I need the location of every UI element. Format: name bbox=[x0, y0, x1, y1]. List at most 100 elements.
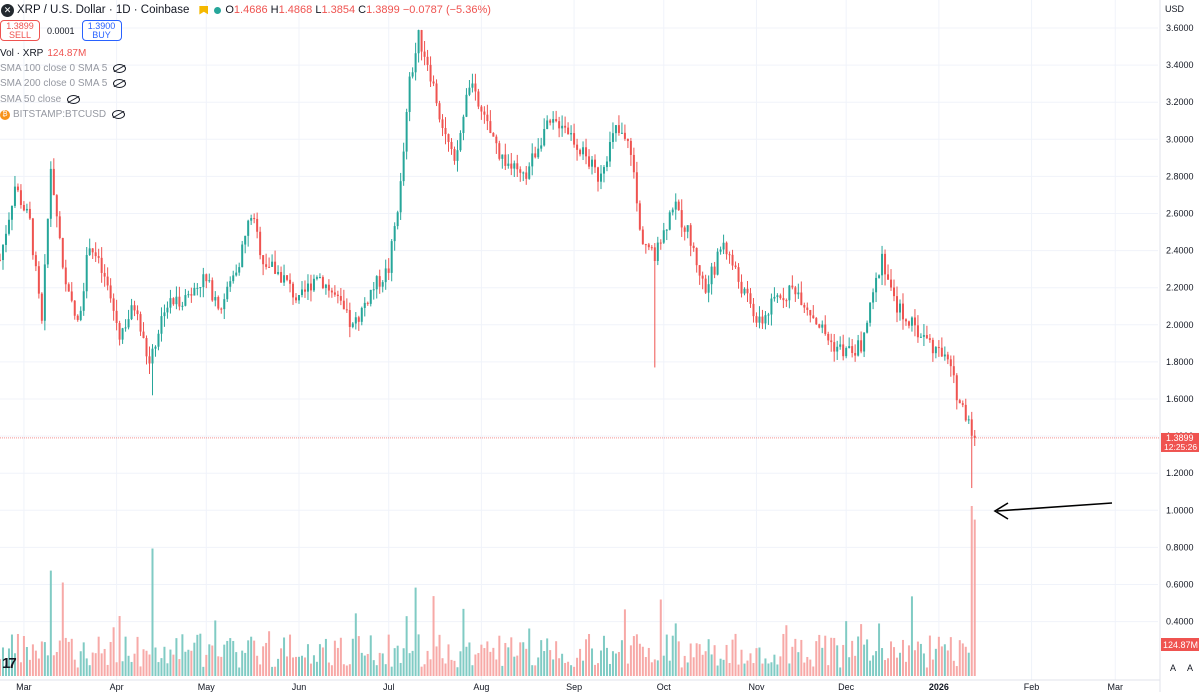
candle-body bbox=[456, 150, 459, 161]
volume-bar bbox=[755, 648, 758, 676]
volume-bar bbox=[31, 644, 34, 676]
volume-bar bbox=[791, 646, 794, 676]
y-tick-label: 3.0000 bbox=[1166, 134, 1194, 144]
candle-body bbox=[743, 288, 746, 294]
candle-body bbox=[641, 229, 644, 245]
volume-bar bbox=[217, 656, 220, 676]
hidden-eye-icon[interactable] bbox=[113, 79, 127, 88]
volume-bar bbox=[229, 638, 232, 676]
candle-body bbox=[671, 209, 674, 213]
volume-bar bbox=[934, 648, 937, 676]
auto-scale-button[interactable]: A bbox=[1170, 663, 1177, 673]
volume-bar bbox=[40, 641, 43, 676]
candle-body bbox=[447, 134, 450, 142]
volume-bar bbox=[537, 657, 540, 676]
candle-body bbox=[647, 244, 650, 248]
x-tick-label: Dec bbox=[838, 682, 855, 692]
candle-body bbox=[567, 127, 570, 135]
symbol-title[interactable]: XRP / U.S. Dollar · 1D · Coinbase bbox=[17, 4, 190, 16]
market-open-dot-icon bbox=[214, 6, 222, 14]
candle-body bbox=[588, 156, 591, 167]
candle-body bbox=[617, 125, 620, 133]
volume-bar bbox=[381, 653, 384, 676]
volume-bar bbox=[232, 640, 235, 676]
volume-bar bbox=[405, 616, 408, 676]
volume-bar bbox=[597, 663, 599, 676]
sma100-indicator[interactable]: SMA 100 close 0 SMA 5 bbox=[0, 63, 127, 74]
log-scale-button[interactable]: A bbox=[1187, 663, 1194, 673]
volume-bar bbox=[136, 636, 139, 676]
candle-body bbox=[749, 293, 752, 304]
volume-bar bbox=[629, 645, 632, 676]
volume-bar bbox=[701, 654, 704, 676]
volume-bar bbox=[898, 652, 901, 676]
volume-bar bbox=[839, 667, 842, 676]
volume-bar bbox=[698, 644, 701, 676]
candle-body bbox=[797, 292, 800, 295]
candle-body bbox=[52, 168, 55, 196]
volume-bar bbox=[169, 649, 172, 676]
candle-body bbox=[163, 312, 166, 317]
candle-body bbox=[845, 348, 848, 357]
volume-bar bbox=[16, 633, 19, 676]
candle-body bbox=[223, 299, 226, 310]
volume-bar bbox=[558, 658, 561, 676]
volume-bar bbox=[235, 652, 238, 676]
candle-body bbox=[626, 138, 629, 141]
candle-body bbox=[217, 297, 220, 309]
candle-body bbox=[1, 244, 4, 261]
candle-body bbox=[405, 111, 408, 152]
candle-body bbox=[214, 297, 217, 301]
candle-body bbox=[537, 148, 540, 158]
volume-bar bbox=[399, 662, 402, 676]
volume-bar bbox=[480, 644, 483, 676]
candle-body bbox=[37, 266, 40, 294]
sma50-indicator[interactable]: SMA 50 close bbox=[0, 94, 81, 105]
candle-body bbox=[303, 289, 306, 292]
candle-body bbox=[522, 172, 525, 174]
volume-bar bbox=[106, 664, 109, 676]
hidden-eye-icon[interactable] bbox=[112, 110, 126, 119]
flag-icon[interactable] bbox=[199, 5, 209, 15]
low-value: 1.3854 bbox=[321, 4, 356, 16]
candle-body bbox=[516, 163, 519, 170]
volume-bar bbox=[166, 663, 169, 676]
y-tick-label: 3.6000 bbox=[1166, 23, 1194, 33]
currency-label[interactable]: USD bbox=[1165, 4, 1185, 14]
candle-body bbox=[599, 173, 602, 182]
candle-body bbox=[579, 149, 582, 155]
volume-bar bbox=[295, 656, 298, 676]
buy-button[interactable]: 1.3900 BUY bbox=[81, 20, 122, 41]
volume-value-label: 124.87M bbox=[1163, 640, 1198, 650]
candle-body bbox=[97, 256, 100, 258]
volume-bar bbox=[623, 609, 626, 676]
sell-button[interactable]: 1.3899 SELL bbox=[0, 20, 40, 41]
volume-bar bbox=[851, 640, 854, 676]
volume-bar bbox=[250, 636, 253, 676]
candle-body bbox=[70, 291, 73, 301]
y-tick-label: 2.0000 bbox=[1166, 320, 1194, 330]
volume-bar bbox=[695, 643, 698, 676]
volume-bar bbox=[0, 659, 1, 676]
hidden-eye-icon[interactable] bbox=[113, 64, 127, 73]
hidden-eye-icon[interactable] bbox=[67, 95, 81, 104]
volume-bar bbox=[635, 634, 638, 676]
volume-bar bbox=[833, 637, 836, 676]
tradingview-logo-icon[interactable]: 17 bbox=[2, 655, 17, 672]
volume-bar bbox=[543, 651, 546, 676]
candle-body bbox=[955, 375, 958, 401]
compare-symbol-indicator[interactable]: ₿ BITSTAMP:BTCUSD bbox=[0, 109, 126, 120]
volume-bar bbox=[752, 663, 755, 676]
volume-bar bbox=[922, 653, 925, 676]
candle-body bbox=[118, 323, 121, 340]
volume-bar bbox=[274, 666, 277, 676]
candle-body bbox=[295, 297, 298, 301]
candle-body bbox=[594, 159, 597, 168]
volume-indicator[interactable]: Vol · XRP 124.87M bbox=[0, 48, 87, 59]
candle-body bbox=[76, 315, 79, 320]
volume-bar bbox=[118, 616, 121, 676]
sma200-indicator[interactable]: SMA 200 close 0 SMA 5 bbox=[0, 78, 127, 89]
candle-body bbox=[256, 218, 259, 232]
candle-body bbox=[202, 274, 205, 288]
